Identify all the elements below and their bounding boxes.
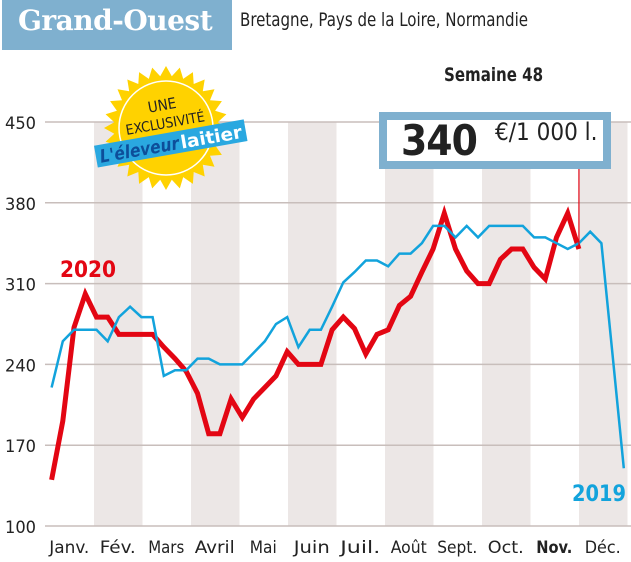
month-band (94, 122, 143, 526)
month-band (191, 122, 240, 526)
x-tick-label: Nov. (536, 538, 572, 558)
x-tick-label: Janv. (48, 538, 89, 558)
badge-brand-bg (93, 119, 248, 168)
x-tick-label: Juin (292, 538, 329, 558)
x-tick-label: Juil. (339, 538, 380, 558)
x-tick-label: Mars (148, 538, 184, 558)
x-tick-label: Mai (250, 538, 277, 558)
x-tick-label: Déc. (585, 538, 621, 558)
x-tick-label: Avril (195, 538, 235, 558)
month-band (288, 122, 337, 526)
y-tick-label: 240 (5, 356, 36, 376)
series-label-2019: 2019 (572, 482, 626, 507)
x-tick-label: Oct. (488, 538, 524, 558)
y-tick-label: 170 (5, 437, 36, 457)
value-callout: 340 €/1 000 l. (379, 112, 611, 169)
chart-title: Grand-Ouest (18, 4, 213, 37)
badge-line1: UNE (146, 94, 177, 117)
y-tick-label: 450 (5, 114, 36, 134)
y-tick-label: 310 (5, 276, 36, 296)
chart-subtitle: Bretagne, Pays de la Loire, Normandie (240, 9, 529, 31)
y-tick-label: 380 (5, 195, 36, 215)
x-tick-label: Fév. (100, 538, 136, 558)
series-line-2020 (49, 204, 582, 481)
series-line-2019 (50, 224, 626, 469)
week-label: Semaine 48 (444, 64, 544, 86)
month-band (579, 122, 628, 526)
x-tick-label: Sept. (437, 538, 477, 558)
x-tick-label: Août (391, 538, 427, 558)
value-number: 340 (401, 116, 478, 165)
month-band (482, 122, 531, 526)
value-unit: €/1 000 l. (495, 118, 598, 146)
series-label-2020: 2020 (60, 258, 116, 283)
y-tick-label: 100 (5, 518, 36, 538)
header-title-box: Grand-Ouest (2, 0, 232, 50)
